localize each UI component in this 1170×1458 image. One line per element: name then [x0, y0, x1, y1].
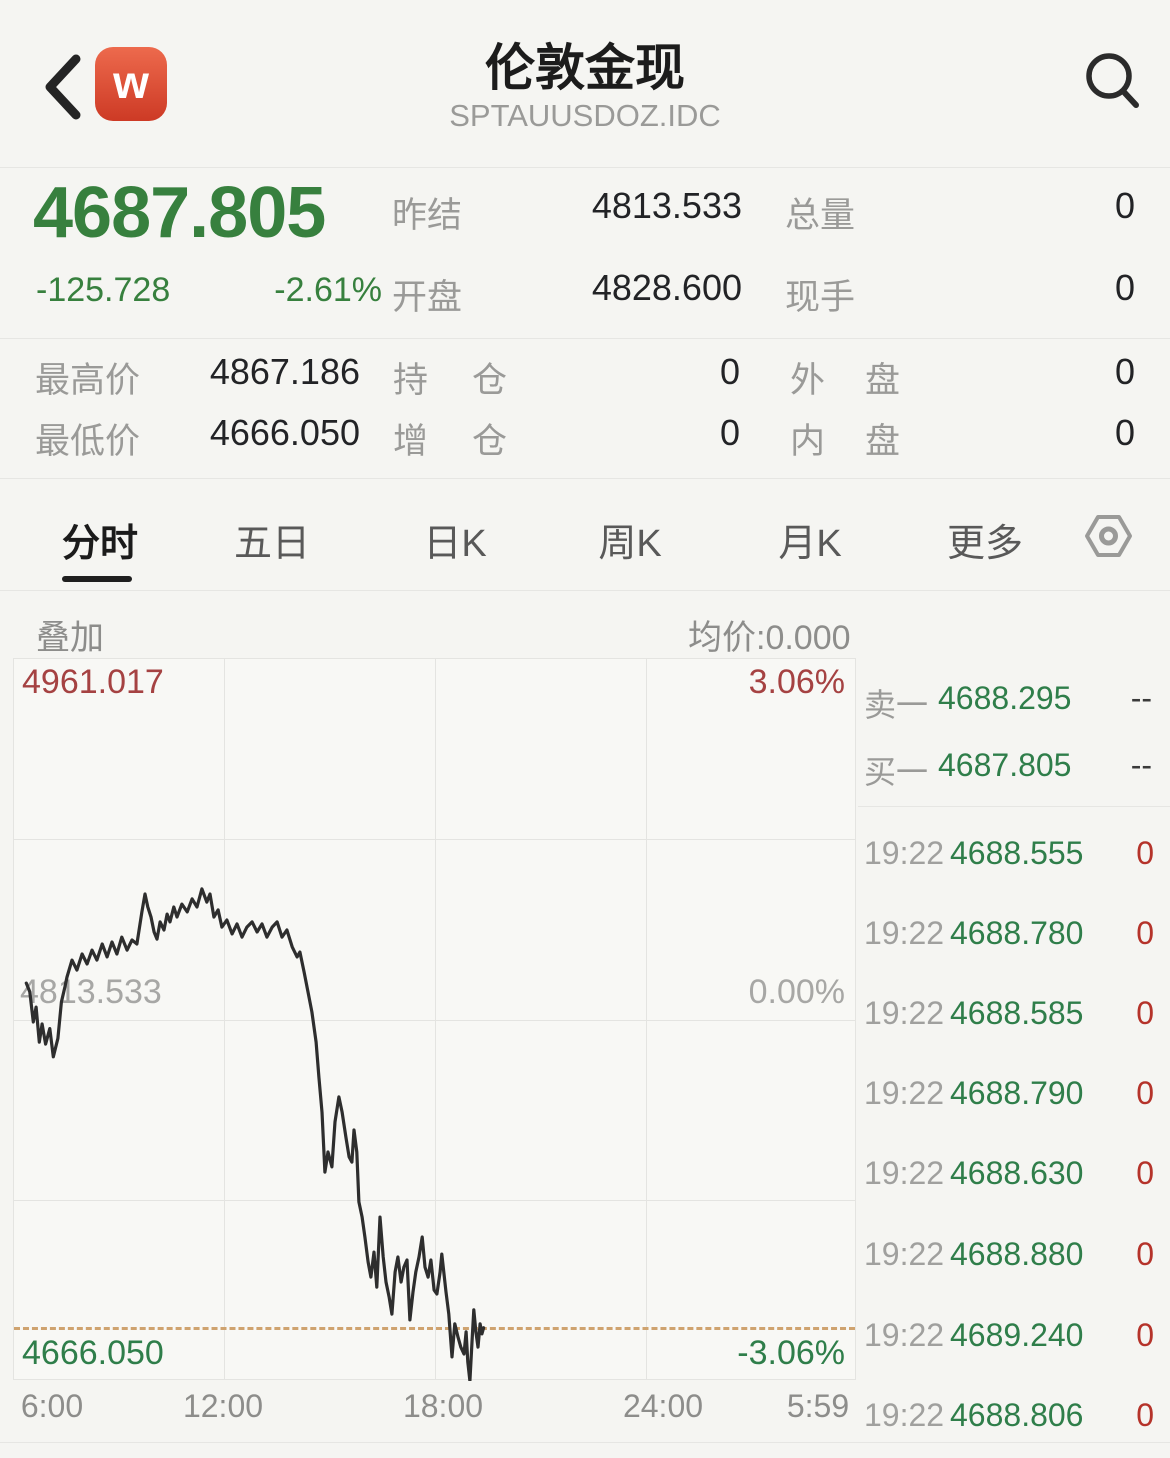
last-price: 4687.805 — [33, 173, 326, 253]
price-line — [24, 887, 486, 1381]
inner-volume-label: 内盘 — [790, 422, 941, 461]
high-value: 4867.186 — [209, 351, 360, 392]
current-price-line — [14, 1327, 855, 1330]
trade-time: 19:22 — [864, 1317, 945, 1353]
open-label: 开盘 — [392, 278, 463, 317]
overlay-button[interactable]: 叠加 — [36, 619, 104, 657]
oi-change-label: 增仓 — [393, 422, 552, 461]
trade-price: 4689.240 — [950, 1317, 1084, 1353]
header-divider — [0, 167, 1170, 168]
stats-divider-bottom — [0, 478, 1170, 479]
trade-price: 4688.585 — [950, 995, 1084, 1031]
pct-max-label: 3.06% — [748, 663, 845, 701]
trade-time: 19:22 — [864, 1075, 945, 1111]
trade-price: 4688.790 — [950, 1075, 1084, 1111]
page-title: 伦敦金现 — [485, 40, 685, 96]
trade-time: 19:22 — [864, 995, 945, 1031]
trade-volume: 0 — [1136, 1317, 1154, 1353]
wind-app-logo[interactable]: w — [95, 47, 167, 121]
gridline-v — [646, 659, 647, 1379]
y-max-label: 4961.017 — [22, 663, 164, 701]
tab-daily-k[interactable]: 日K — [423, 523, 487, 565]
x-tick: 18:00 — [402, 1388, 484, 1424]
price-change: -125.728 — [36, 271, 171, 309]
gridline-v — [224, 659, 225, 1379]
high-label: 最高价 — [35, 361, 141, 400]
pct-mid-label: 0.00% — [748, 973, 845, 1011]
prev-close-label: 昨结 — [392, 196, 463, 235]
trade-volume: 0 — [1136, 995, 1154, 1031]
intraday-chart[interactable]: 4961.017 3.06% 4813.533 0.00% 4666.050 -… — [13, 658, 856, 1381]
x-tick: 24:00 — [622, 1388, 704, 1424]
sell1-label: 卖一 — [864, 687, 929, 723]
trade-volume: 0 — [1136, 1236, 1154, 1272]
book-divider — [858, 806, 1170, 807]
prev-close-value: 4813.533 — [591, 185, 742, 226]
trade-price: 4688.806 — [950, 1397, 1084, 1433]
open-value: 4828.600 — [591, 267, 742, 308]
trade-time: 19:22 — [864, 1236, 945, 1272]
logo-letter: w — [113, 56, 149, 108]
trade-volume: 0 — [1136, 915, 1154, 951]
oi-change-value: 0 — [719, 412, 740, 453]
y-mid-label: 4813.533 — [20, 973, 162, 1011]
x-tick: 5:59 — [786, 1388, 850, 1424]
sell1-volume: -- — [1130, 680, 1152, 716]
gridline-h — [14, 1200, 855, 1201]
pct-min-label: -3.06% — [737, 1334, 845, 1372]
buy1-label: 买一 — [864, 754, 929, 790]
buy1-volume: -- — [1130, 747, 1152, 783]
tab-minute[interactable]: 分时 — [61, 523, 139, 565]
low-label: 最低价 — [35, 422, 141, 461]
buy1-price: 4687.805 — [938, 747, 1072, 783]
trade-time: 19:22 — [864, 915, 945, 951]
tab-monthly-k[interactable]: 月K — [778, 523, 842, 565]
gridline-h — [14, 839, 855, 840]
trade-volume: 0 — [1136, 835, 1154, 871]
trade-volume: 0 — [1136, 1155, 1154, 1191]
outer-volume-label: 外盘 — [790, 361, 941, 400]
current-volume-value: 0 — [1114, 267, 1135, 308]
total-volume-label: 总量 — [785, 196, 856, 235]
gridline-v — [435, 659, 436, 1379]
tab-more[interactable]: 更多 — [946, 523, 1024, 565]
trade-time: 19:22 — [864, 1397, 945, 1433]
price-line-svg — [24, 887, 486, 1381]
open-interest-value: 0 — [719, 351, 740, 392]
outer-volume-value: 0 — [1114, 351, 1135, 392]
trade-time: 19:22 — [864, 1155, 945, 1191]
tab-weekly-k[interactable]: 周K — [598, 523, 662, 565]
settings-icon[interactable] — [1083, 513, 1133, 559]
trade-time: 19:22 — [864, 835, 945, 871]
x-tick: 6:00 — [20, 1388, 84, 1424]
sell1-price: 4688.295 — [938, 680, 1072, 716]
avg-price-label: 均价:0.000 — [688, 619, 851, 657]
tabs-divider — [0, 590, 1170, 591]
trade-volume: 0 — [1136, 1397, 1154, 1433]
bottom-divider — [0, 1442, 1170, 1443]
trade-volume: 0 — [1136, 1075, 1154, 1111]
open-interest-label: 持仓 — [393, 361, 552, 400]
search-icon[interactable] — [1082, 50, 1146, 114]
back-icon[interactable] — [42, 54, 84, 120]
trade-price: 4688.880 — [950, 1236, 1084, 1272]
inner-volume-value: 0 — [1114, 412, 1135, 453]
tab-five-day[interactable]: 五日 — [233, 523, 311, 565]
y-min-label: 4666.050 — [22, 1334, 164, 1372]
instrument-code: SPTAUUSDOZ.IDC — [449, 98, 721, 133]
trade-price: 4688.780 — [950, 915, 1084, 951]
gridline-h — [14, 1020, 855, 1021]
price-change-pct: -2.61% — [274, 271, 382, 309]
current-volume-label: 现手 — [785, 278, 856, 317]
x-tick: 12:00 — [182, 1388, 264, 1424]
total-volume-value: 0 — [1114, 185, 1135, 226]
trade-price: 4688.630 — [950, 1155, 1084, 1191]
active-tab-underline — [62, 576, 132, 582]
low-value: 4666.050 — [209, 412, 360, 453]
trade-price: 4688.555 — [950, 835, 1084, 871]
stats-divider-top — [0, 338, 1170, 339]
